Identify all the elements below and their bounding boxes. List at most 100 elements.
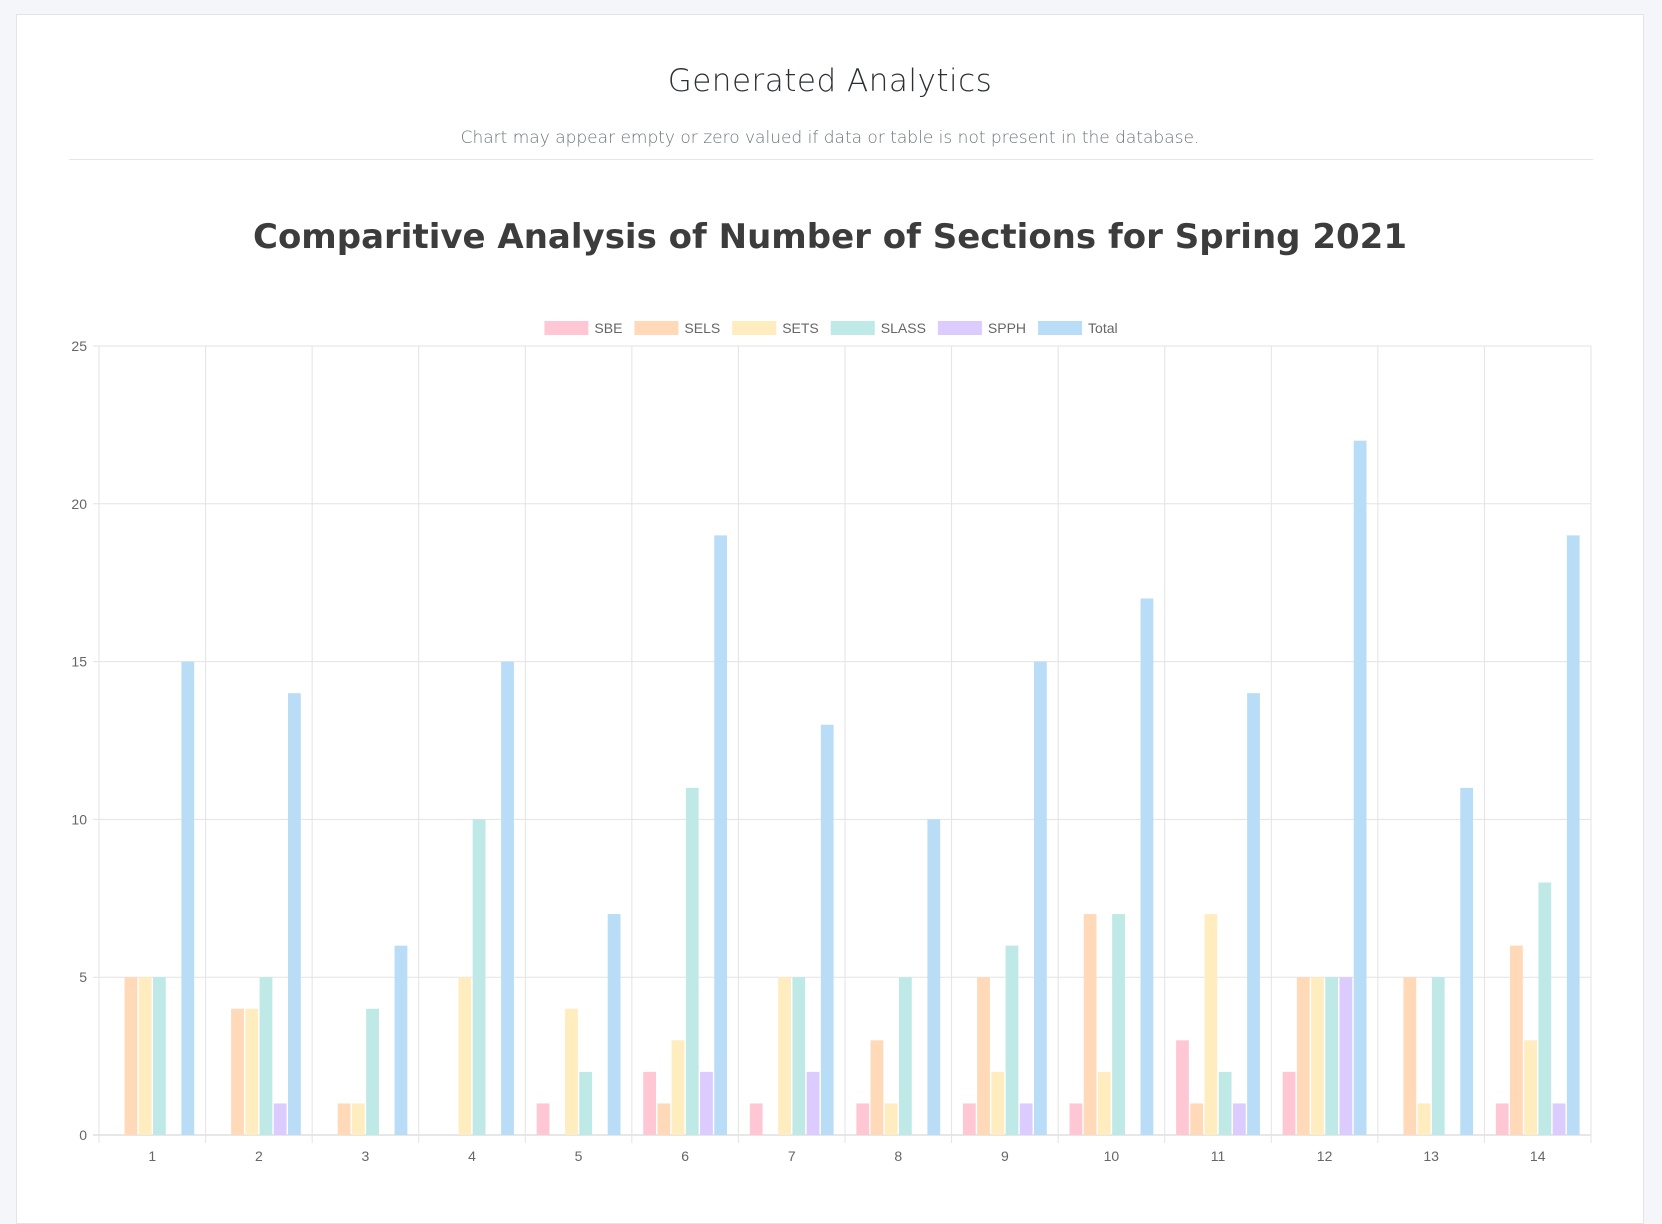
bar-sets-11 <box>1204 914 1218 1135</box>
x-tick-label: 6 <box>681 1148 689 1164</box>
bar-sels-11 <box>1190 1103 1204 1135</box>
legend-swatch <box>732 321 777 335</box>
bar-sbe-9 <box>962 1103 976 1135</box>
x-tick-label: 7 <box>788 1148 796 1164</box>
legend-swatch <box>1038 321 1083 335</box>
bar-sbe-5 <box>536 1103 550 1135</box>
bar-total-5 <box>607 914 621 1135</box>
bar-sels-1 <box>124 977 138 1135</box>
bar-total-3 <box>394 945 408 1135</box>
bar-sels-2 <box>231 1008 244 1135</box>
bar-sbe-12 <box>1282 1071 1296 1135</box>
bar-sets-3 <box>351 1103 365 1135</box>
bar-total-7 <box>820 724 834 1135</box>
bar-slass-7 <box>792 977 806 1135</box>
bar-slass-12 <box>1325 977 1339 1135</box>
bar-spph-11 <box>1232 1103 1246 1135</box>
chart-title: Comparitive Analysis of Number of Sectio… <box>253 217 1407 257</box>
x-tick-label: 4 <box>468 1148 476 1164</box>
bar-spph-6 <box>700 1071 713 1135</box>
bar-slass-9 <box>1005 945 1019 1135</box>
bar-sbe-10 <box>1069 1103 1083 1135</box>
bar-sels-10 <box>1083 914 1097 1135</box>
bar-sets-14 <box>1524 1040 1538 1135</box>
legend-swatch <box>937 321 982 335</box>
bar-sbe-14 <box>1495 1103 1509 1135</box>
bar-slass-11 <box>1218 1071 1232 1135</box>
bar-slass-5 <box>579 1071 593 1135</box>
x-tick-label: 1 <box>148 1148 156 1164</box>
bar-slass-2 <box>259 977 273 1135</box>
x-tick-label: 5 <box>575 1148 583 1164</box>
bar-total-1 <box>181 661 195 1135</box>
y-tick-label: 20 <box>71 496 87 512</box>
legend-item-spph: SPPH <box>937 320 1026 336</box>
bar-spph-12 <box>1339 977 1353 1135</box>
bar-slass-8 <box>898 977 912 1135</box>
bar-total-11 <box>1247 693 1260 1135</box>
bar-slass-10 <box>1112 914 1125 1135</box>
x-tick-label: 10 <box>1104 1148 1120 1164</box>
y-tick-label: 0 <box>79 1127 87 1143</box>
bar-slass-1 <box>152 977 166 1135</box>
bar-sets-13 <box>1417 1103 1431 1135</box>
chart-legend: SBE SELS SETS SLASS SPPH Total <box>544 320 1118 336</box>
bar-slass-14 <box>1538 882 1552 1135</box>
bar-sets-12 <box>1311 977 1324 1135</box>
bar-sets-7 <box>778 977 792 1135</box>
x-tick-label: 12 <box>1317 1148 1333 1164</box>
x-tick-label: 3 <box>362 1148 370 1164</box>
legend-item-total: Total <box>1038 320 1118 336</box>
bar-total-2 <box>287 693 301 1135</box>
y-tick-label: 25 <box>71 338 87 354</box>
bar-sbe-7 <box>749 1103 763 1135</box>
bar-sets-9 <box>991 1071 1005 1135</box>
x-tick-label: 2 <box>255 1148 263 1164</box>
bar-sets-8 <box>884 1103 898 1135</box>
bar-sets-5 <box>565 1008 578 1135</box>
legend-label: SELS <box>684 320 720 336</box>
bar-total-8 <box>927 819 941 1135</box>
bar-sets-1 <box>138 977 152 1135</box>
bar-sets-2 <box>245 1008 259 1135</box>
legend-swatch <box>634 321 679 335</box>
x-tick-label: 11 <box>1211 1148 1226 1164</box>
bar-sbe-8 <box>856 1103 870 1135</box>
legend-label: SBE <box>594 320 622 336</box>
legend-swatch <box>830 321 875 335</box>
bar-sels-6 <box>657 1103 671 1135</box>
x-tick-label: 8 <box>894 1148 902 1164</box>
page-title: Generated Analytics <box>667 63 993 99</box>
bar-sels-9 <box>977 977 990 1135</box>
legend-label: Total <box>1088 320 1118 336</box>
legend-item-sets: SETS <box>732 320 819 336</box>
bar-sbe-11 <box>1176 1040 1189 1135</box>
bar-slass-13 <box>1431 977 1445 1135</box>
bar-spph-7 <box>806 1071 820 1135</box>
bar-total-4 <box>501 661 514 1135</box>
bar-spph-14 <box>1552 1103 1566 1135</box>
legend-label: SETS <box>782 320 819 336</box>
bar-sets-4 <box>458 977 472 1135</box>
bar-slass-3 <box>366 1008 379 1135</box>
bar-spph-9 <box>1019 1103 1033 1135</box>
bar-spph-2 <box>273 1103 287 1135</box>
bar-slass-6 <box>685 787 699 1135</box>
y-tick-label: 15 <box>71 654 87 670</box>
bar-sels-3 <box>337 1103 351 1135</box>
page-subtitle: Chart may appear empty or zero valued if… <box>460 128 1200 148</box>
legend-item-sbe: SBE <box>544 320 622 336</box>
bar-sets-10 <box>1097 1071 1111 1135</box>
chart-bars <box>124 440 1580 1135</box>
bar-sets-6 <box>671 1040 685 1135</box>
bar-total-6 <box>714 535 728 1135</box>
x-tick-label: 9 <box>1001 1148 1009 1164</box>
legend-label: SPPH <box>988 320 1026 336</box>
bar-total-14 <box>1566 535 1580 1135</box>
legend-swatch <box>544 321 589 335</box>
bar-slass-4 <box>472 819 486 1135</box>
legend-item-slass: SLASS <box>830 320 926 336</box>
bar-sels-13 <box>1403 977 1417 1135</box>
